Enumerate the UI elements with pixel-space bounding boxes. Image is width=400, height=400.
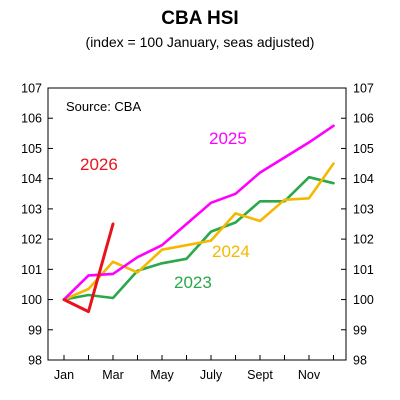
y-tick-label-left: 106 bbox=[21, 112, 42, 126]
y-tick-label-right: 101 bbox=[353, 263, 374, 277]
y-tick-label-right: 105 bbox=[353, 142, 374, 156]
y-tick-label-right: 99 bbox=[353, 323, 367, 337]
y-tick-label-right: 100 bbox=[353, 293, 374, 307]
series-label-2026: 2026 bbox=[80, 155, 118, 174]
y-tick-label-left: 98 bbox=[28, 354, 42, 368]
plot-frame bbox=[47, 87, 347, 361]
source-label: Source: CBA bbox=[66, 99, 141, 114]
y-tick-label-right: 106 bbox=[353, 112, 374, 126]
x-tick-label: Nov bbox=[298, 368, 321, 382]
y-tick-label-right: 98 bbox=[353, 354, 367, 368]
series-lines bbox=[62, 124, 335, 314]
series-label-2025: 2025 bbox=[209, 129, 247, 148]
y-tick-label-left: 103 bbox=[21, 202, 42, 216]
y-tick-label-left: 107 bbox=[21, 82, 42, 96]
y-tick-label-left: 101 bbox=[21, 263, 42, 277]
axis-ticks: 98 98 99 99 100 100 101 101 102 102 103 103 104 104 10… bbox=[21, 82, 374, 383]
x-tick-label: Jan bbox=[54, 368, 74, 382]
x-tick-label: Sept bbox=[247, 368, 273, 382]
x-tick-label: May bbox=[150, 368, 174, 382]
y-tick-label-right: 103 bbox=[353, 202, 374, 216]
x-tick-label: July bbox=[200, 368, 223, 382]
series-line-2024 bbox=[62, 162, 335, 301]
chart-subtitle: (index = 100 January, seas adjusted) bbox=[85, 34, 315, 50]
y-tick-label-left: 105 bbox=[21, 142, 42, 156]
y-tick-label-right: 104 bbox=[353, 172, 374, 186]
series-line-2026 bbox=[62, 222, 115, 314]
y-tick-label-right: 102 bbox=[353, 233, 374, 247]
series-line-2023 bbox=[62, 175, 335, 301]
y-tick-label-left: 100 bbox=[21, 293, 42, 307]
x-tick-label: Mar bbox=[102, 368, 124, 382]
y-tick-label-left: 102 bbox=[21, 233, 42, 247]
series-label-2023: 2023 bbox=[174, 273, 212, 292]
y-tick-label-right: 107 bbox=[353, 82, 374, 96]
y-tick-label-left: 104 bbox=[21, 172, 42, 186]
series-label-2024: 2024 bbox=[212, 242, 250, 261]
series-line-2025 bbox=[62, 124, 335, 301]
y-tick-label-left: 99 bbox=[28, 323, 42, 337]
chart-title: CBA HSI bbox=[161, 8, 239, 29]
